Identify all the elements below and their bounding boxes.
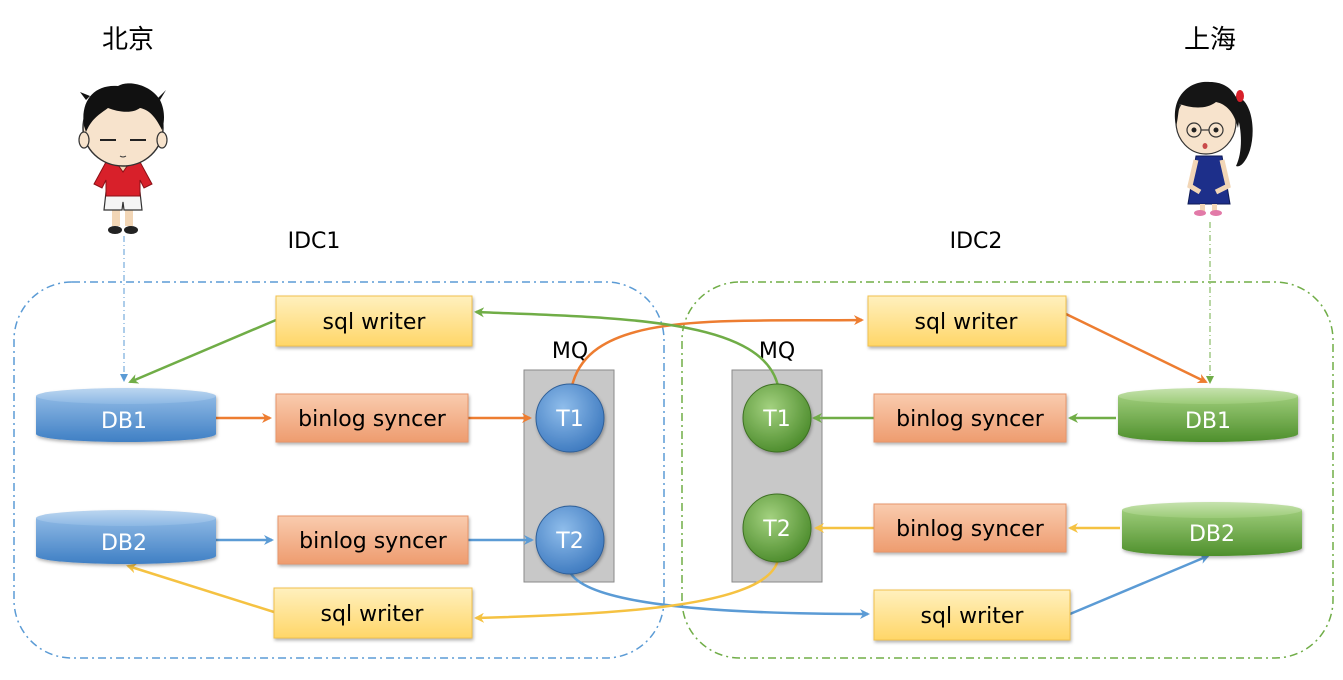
db1-right-label: DB1 (1185, 409, 1231, 434)
binlog-syncer-right-top-box (873, 393, 1067, 443)
sql-writer-left-top-box (275, 295, 473, 347)
binlog-syncer-left-top-box (275, 393, 469, 443)
topic-t1-left-label: T1 (555, 407, 583, 432)
db1-left-label: DB1 (101, 409, 147, 434)
binlog-syncer-right-top-label: binlog syncer (896, 407, 1045, 432)
topic-t1-left-circle (535, 383, 605, 453)
arrow-sqlwriter-left-to-db1-left (128, 318, 277, 384)
topic-t1-right-label: T1 (762, 407, 790, 432)
topic-t2-left-label: T2 (555, 529, 583, 554)
db2-left-cylinder (36, 510, 216, 564)
mq-left-label: MQ (552, 339, 588, 364)
arrow-t2-left-to-sqlwriter-right (568, 571, 870, 619)
sql-writer-right-bottom-label: sql writer (921, 604, 1025, 629)
sql-writer-left-bottom-label: sql writer (321, 602, 425, 627)
db2-right-cylinder (1122, 502, 1302, 556)
idc2-frame (681, 281, 1334, 659)
sql-writer-right-bottom-box (873, 589, 1071, 641)
topic-t2-left-circle (535, 505, 605, 575)
mq-right-label: MQ (759, 339, 795, 364)
sql-writer-left-bottom-box (273, 587, 473, 639)
topic-t2-right-label: T2 (762, 517, 790, 542)
binlog-syncer-left-bottom-box (277, 515, 469, 565)
binlog-syncer-left-bottom-label: binlog syncer (299, 529, 448, 554)
girl-user-icon (1174, 81, 1253, 216)
boy-user-icon (78, 83, 168, 234)
arrow-sqlwriter-right-to-db1-right (1065, 312, 1208, 384)
arrow-sqlwriter-left-to-db2-left (126, 563, 275, 614)
sql-writer-right-top-box (867, 295, 1067, 347)
city-label-beijing: 北京 (102, 25, 154, 55)
topic-t2-right-circle (742, 493, 812, 563)
sql-writer-right-top-label: sql writer (915, 310, 1019, 335)
binlog-syncer-right-bottom-box (873, 503, 1067, 553)
idc1-frame (13, 281, 665, 659)
db1-left-cylinder (36, 388, 216, 442)
arrow-t2-right-to-sqlwriter-left (474, 559, 780, 623)
db2-right-label: DB2 (1189, 522, 1235, 547)
idc2-label: IDC2 (950, 229, 1003, 254)
binlog-syncer-right-bottom-label: binlog syncer (896, 517, 1045, 542)
db2-left-label: DB2 (101, 531, 147, 556)
arrow-sqlwriter-right-to-db2-right (1069, 554, 1210, 616)
db1-right-cylinder (1118, 388, 1298, 442)
topic-t1-right-circle (742, 383, 812, 453)
sql-writer-left-top-label: sql writer (323, 310, 427, 335)
city-label-shanghai: 上海 (1184, 25, 1236, 55)
idc1-label: IDC1 (288, 229, 341, 254)
arrow-t1-right-to-sqlwriter-left (474, 307, 780, 387)
binlog-syncer-left-top-label: binlog syncer (298, 407, 447, 432)
